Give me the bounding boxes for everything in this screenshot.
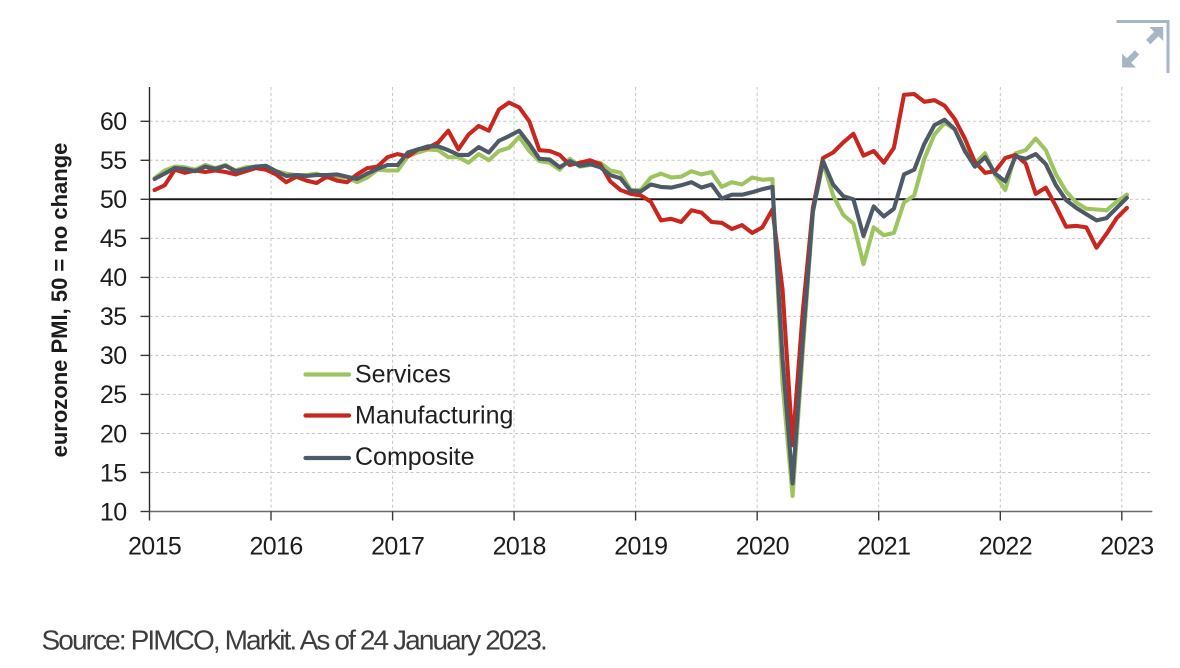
- svg-text:50: 50: [100, 186, 127, 214]
- svg-text:2019: 2019: [614, 533, 667, 561]
- svg-text:10: 10: [100, 498, 127, 526]
- svg-text:45: 45: [100, 225, 127, 253]
- svg-text:25: 25: [100, 381, 127, 409]
- svg-text:Services: Services: [355, 361, 451, 389]
- svg-text:2017: 2017: [371, 533, 424, 561]
- svg-text:Composite: Composite: [355, 443, 475, 471]
- svg-text:2018: 2018: [493, 533, 546, 561]
- svg-text:20: 20: [100, 420, 127, 448]
- svg-text:Source: PIMCO, Markit. As of 2: Source: PIMCO, Markit. As of 24 January …: [42, 625, 546, 656]
- svg-text:eurozone PMI, 50 = no change: eurozone PMI, 50 = no change: [47, 143, 72, 458]
- svg-text:2020: 2020: [736, 533, 789, 561]
- svg-text:55: 55: [100, 147, 127, 175]
- svg-text:Manufacturing: Manufacturing: [355, 402, 513, 430]
- svg-text:30: 30: [100, 342, 127, 370]
- svg-text:2023: 2023: [1100, 533, 1153, 561]
- svg-text:2015: 2015: [128, 533, 181, 561]
- svg-text:35: 35: [100, 303, 127, 331]
- svg-text:15: 15: [100, 459, 127, 487]
- svg-text:2021: 2021: [857, 533, 910, 561]
- svg-text:2016: 2016: [249, 533, 302, 561]
- svg-text:40: 40: [100, 264, 127, 292]
- svg-text:2022: 2022: [979, 533, 1032, 561]
- svg-text:60: 60: [100, 108, 127, 136]
